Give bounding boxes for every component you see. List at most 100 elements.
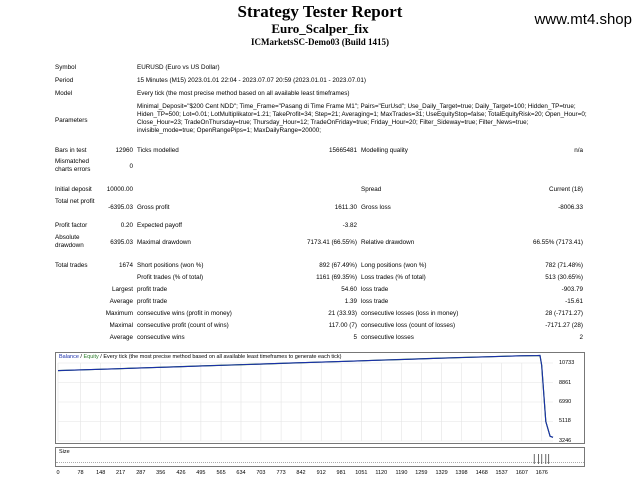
net-profit-value: -6395.03 [108, 204, 133, 211]
max-cons-wins-value: 21 (33.93) [328, 310, 357, 317]
profit-trades-label: Profit trades (% of total) [137, 274, 204, 281]
average-profit-value: 1.39 [344, 298, 357, 305]
x-tick-label: 1676 [535, 470, 548, 476]
expected-payoff-value: -3.82 [342, 222, 357, 229]
graph-title-sep: / [78, 354, 84, 360]
short-value: 892 (67.49%) [319, 262, 357, 269]
profit-factor-value: 0.20 [120, 222, 133, 229]
x-tick-label: 842 [296, 470, 306, 476]
total-trades-value: 1674 [118, 262, 133, 269]
rel-drawdown-value: 66.55% (7173.41) [532, 239, 583, 246]
short-label: Short positions (won %) [137, 262, 204, 269]
period-label: Period [55, 77, 74, 84]
model-label: Model [55, 90, 73, 97]
average-label: Average [109, 298, 133, 305]
largest-label: Largest [111, 286, 133, 293]
ticks-value: 15665481 [328, 147, 357, 154]
spread-label: Spread [361, 186, 382, 193]
x-tick-label: 78 [77, 470, 84, 476]
avg-cons-losses-value: 2 [579, 334, 583, 341]
parameters-value: Minimal_Deposit="$200 Cent NDD"; Time_Fr… [137, 103, 587, 134]
x-tick-label: 217 [116, 470, 126, 476]
x-tick-label: 148 [96, 470, 106, 476]
net-profit-label: Total net profit [55, 198, 95, 205]
x-tick-label: 981 [336, 470, 346, 476]
abs-drawdown-value: 6395.03 [110, 239, 133, 246]
x-tick-label: 1329 [435, 470, 448, 476]
max-cons-losses-value: 28 (-7171.27) [545, 310, 583, 317]
profit-trades-value: 1161 (69.35%) [316, 274, 357, 281]
x-tick-label: 634 [236, 470, 246, 476]
balance-plot [57, 354, 554, 442]
size-plot [533, 454, 550, 464]
rel-drawdown-label: Relative drawdown [361, 239, 415, 246]
size-label: Size [59, 449, 70, 455]
max-cons-losses-label: consecutive losses (loss in money) [361, 310, 459, 317]
x-tick-label: 1190 [395, 470, 408, 476]
loss-trades-label: Loss trades (% of total) [361, 274, 426, 281]
expected-payoff-label: Expected payoff [137, 222, 183, 229]
average-loss-label: loss trade [361, 298, 389, 305]
graph-title-balance: Balance [59, 354, 79, 360]
x-tick-label: 0 [56, 470, 60, 476]
maximum-label: Maximum [105, 310, 133, 317]
max-drawdown-label: Maximal drawdown [137, 239, 191, 246]
initial-deposit-label: Initial deposit [55, 186, 92, 193]
x-tick-label: 773 [276, 470, 286, 476]
x-tick-label: 495 [196, 470, 206, 476]
x-tick-label: 1120 [375, 470, 388, 476]
expert-name: Euro_Scalper_fix [271, 21, 369, 36]
abs-drawdown-label: Absolute drawdown [55, 234, 84, 249]
largest-profit-value: 54.60 [341, 286, 357, 293]
ticks-label: Ticks modelled [137, 147, 179, 154]
spread-value: Current (18) [549, 186, 583, 193]
maximal-cons-loss-value: -7171.27 (28) [545, 322, 583, 329]
graph-title-equity: Equity [83, 354, 99, 360]
largest-loss-label: loss trade [361, 286, 389, 293]
y-tick-label: 5118 [559, 418, 571, 425]
mismatch-label: Mismatched charts errors [55, 158, 91, 173]
balance-graph: Balance / Equity / Every tick (the most … [55, 352, 585, 444]
quality-label: Modelling quality [361, 147, 408, 154]
max-drawdown-value: 7173.41 (66.55%) [306, 239, 357, 246]
gross-loss-label: Gross loss [361, 204, 391, 211]
y-tick-label: 3246 [559, 438, 572, 444]
total-trades-label: Total trades [55, 262, 88, 269]
avg-cons-losses-label: consecutive losses [361, 334, 414, 341]
y-tick-label: 10733 [559, 360, 575, 366]
x-tick-label: 287 [136, 470, 146, 476]
bars-label: Bars in test [55, 147, 87, 154]
largest-loss-value: -903.79 [561, 286, 583, 293]
x-tick-label: 1468 [475, 470, 488, 476]
period-value: 15 Minutes (M15) 2023.01.01 22:04 - 2023… [137, 77, 366, 84]
largest-profit-label: profit trade [137, 286, 168, 293]
max-cons-wins-label: consecutive wins (profit in money) [137, 310, 232, 317]
average2-label: Average [109, 334, 133, 341]
x-tick-label: 1537 [495, 470, 508, 476]
gross-profit-value: 1611.30 [334, 204, 357, 211]
x-tick-label: 356 [156, 470, 166, 476]
model-value: Every tick (the most precise method base… [137, 90, 350, 97]
x-tick-label: 912 [316, 470, 326, 476]
avg-cons-wins-label: consecutive wins [137, 334, 185, 341]
bars-value: 12960 [115, 147, 133, 154]
maximal-label: Maximal [109, 322, 133, 329]
size-gridline [56, 462, 584, 463]
website-watermark: www.mt4.shop [534, 11, 632, 28]
symbol-value: EURUSD (Euro vs US Dollar) [137, 64, 220, 71]
gross-profit-label: Gross profit [137, 204, 170, 211]
server-build: ICMarketsSC-Demo03 (Build 1415) [251, 37, 389, 47]
maximal-cons-loss-label: consecutive loss (count of losses) [361, 322, 456, 329]
symbol-label: Symbol [55, 64, 76, 71]
x-tick-label: 565 [216, 470, 226, 476]
long-value: 782 (71.48%) [545, 262, 583, 269]
parameters-label: Parameters [55, 117, 88, 124]
profit-factor-label: Profit factor [55, 222, 88, 229]
loss-trades-value: 513 (30.65%) [545, 274, 583, 281]
x-tick-label: 426 [176, 470, 186, 476]
x-tick-label: 1259 [415, 470, 428, 476]
x-tick-label: 1398 [455, 470, 468, 476]
balance-line [57, 354, 554, 438]
initial-deposit-value: 10000.00 [106, 186, 133, 193]
y-tick-label: 8861 [559, 379, 572, 386]
